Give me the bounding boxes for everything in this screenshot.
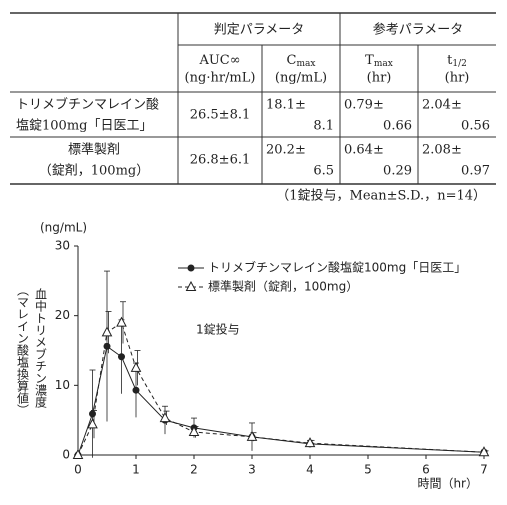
marker	[246, 430, 258, 441]
cell: 26.5±8.1	[190, 108, 251, 123]
marker	[159, 412, 171, 423]
column-unit: (ng/mL)	[275, 71, 327, 86]
cell: 0.29	[383, 164, 412, 179]
series-line	[77, 321, 485, 456]
legend-label: 標準製剤（錠剤，100mg）	[208, 279, 358, 294]
row-label: 標準製剤	[68, 142, 120, 158]
cell: 0.66	[383, 119, 412, 134]
marker	[132, 386, 140, 394]
group-header: 判定パラメータ	[214, 23, 305, 38]
header-sub: 1/2	[452, 59, 466, 69]
column-unit: (hr)	[367, 71, 392, 86]
row-label: トリメブチンマレイン酸	[16, 97, 159, 113]
x-tick-label: 7	[480, 463, 488, 477]
column-header: Cmax	[287, 53, 316, 69]
y-axis-title: （マレイン酸塩換算値）	[16, 284, 30, 416]
legend-marker	[185, 280, 197, 291]
chart: 0 10 20 30 0 1 2 3 4 5 6 7 (ng/mL) 血中トリメブチン濃度 （マレイン酸塩換…	[16, 221, 490, 491]
y-tick-label: 0	[62, 448, 70, 462]
row-label: （錠剤，100mg）	[39, 163, 149, 179]
header-sub: max	[374, 59, 393, 69]
x-tick-label: 5	[364, 463, 372, 477]
marker	[188, 425, 200, 437]
column-header: t1/2	[447, 53, 467, 69]
x-tick-label: 1	[132, 463, 140, 477]
marker	[130, 361, 142, 372]
annotation: 1錠投与	[196, 322, 240, 337]
header-sub: max	[296, 59, 315, 69]
y-tick-label: 30	[55, 239, 70, 253]
x-tick-label: 3	[248, 463, 256, 477]
y-axis-title: 血中トリメブチン濃度	[34, 288, 48, 408]
marker	[118, 353, 125, 361]
legend-label: トリメブチンマレイン酸塩錠100mg「日医工」	[208, 260, 466, 275]
cell: 0.56	[461, 119, 490, 134]
marker	[116, 316, 127, 327]
cell: 0.97	[461, 164, 490, 179]
cell: 6.5	[313, 164, 334, 179]
marker	[72, 448, 84, 459]
cell: 2.08±	[422, 143, 462, 158]
cell: 26.8±6.1	[190, 153, 251, 168]
column-header: Tmax	[365, 53, 393, 69]
x-tick-label: 4	[306, 463, 314, 477]
marker	[101, 326, 113, 337]
y-unit: (ng/mL)	[40, 221, 87, 235]
cell: 20.2±	[266, 143, 306, 158]
header-main: T	[365, 53, 374, 68]
header-main: C	[287, 53, 297, 68]
column-unit: (ng·hr/mL)	[185, 71, 256, 86]
x-tick-label: 0	[74, 463, 82, 477]
marker	[304, 437, 316, 448]
marker	[89, 410, 96, 418]
header-main: t	[447, 53, 453, 68]
group-header: 参考パラメータ	[373, 22, 464, 38]
column-header: AUC∞	[198, 53, 240, 68]
cell: 0.79±	[344, 98, 384, 113]
legend-marker	[187, 264, 195, 272]
y-tick-label: 10	[55, 378, 70, 392]
marker	[478, 446, 490, 457]
cell: 18.1±	[266, 98, 306, 113]
header-main: AUC∞	[198, 53, 240, 68]
series-line	[77, 345, 485, 456]
table: 判定パラメータ 参考パラメータ	[10, 12, 496, 185]
table-note: （1錠投与，Mean±S.D.，n=14）	[276, 188, 486, 204]
column-unit: (hr)	[445, 71, 470, 86]
cell: 0.64±	[344, 143, 384, 158]
marker	[87, 418, 98, 429]
row-label: 塩錠100mg「日医工」	[16, 119, 152, 134]
y-tick-label: 20	[55, 308, 70, 322]
x-tick-label: 2	[190, 463, 198, 477]
x-axis-title: 時間（hr）	[417, 477, 478, 491]
x-tick-label: 6	[422, 463, 430, 477]
cell: 8.1	[313, 119, 334, 134]
cell: 2.04±	[422, 98, 462, 113]
